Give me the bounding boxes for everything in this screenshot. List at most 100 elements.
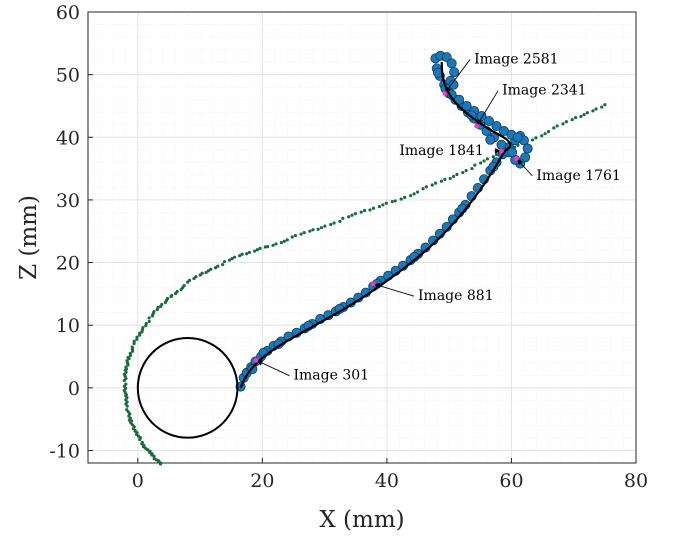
reference-path-point [238, 254, 242, 258]
reference-path-point [570, 118, 574, 122]
reference-path-point [530, 138, 535, 142]
reference-path-point [160, 302, 164, 307]
trajectory-point [491, 121, 502, 132]
annotation-marker [514, 156, 519, 161]
y-tick-label: 20 [56, 253, 80, 275]
reference-path-point [434, 181, 438, 185]
reference-path-point [455, 172, 459, 177]
reference-path-point [170, 293, 174, 298]
reference-path-point [319, 226, 324, 230]
x-axis-ticks: 0 20 40 60 80 [132, 458, 648, 492]
reference-path-point [403, 195, 407, 199]
reference-path-point [209, 267, 213, 271]
reference-path-point [540, 134, 544, 138]
reference-path-point [302, 231, 306, 235]
reference-path-point [144, 322, 148, 326]
reference-path-point [227, 258, 232, 262]
reference-path-point [363, 208, 367, 213]
reference-path-point [221, 263, 225, 267]
reference-path-point [125, 408, 129, 412]
trajectory-point [522, 143, 533, 154]
reference-path-point [255, 248, 259, 252]
trajectory-dots-series [235, 50, 533, 392]
reference-path-point [135, 335, 139, 339]
annotation-label: Image 2581 [474, 51, 558, 67]
trajectory-point [446, 58, 457, 69]
reference-path-point [299, 232, 303, 236]
reference-path-point [187, 278, 192, 282]
reference-path-point [448, 176, 452, 181]
x-tick-label: 40 [375, 470, 399, 492]
reference-path-point [561, 122, 565, 126]
reference-path-point [290, 235, 294, 239]
reference-path-point [381, 203, 385, 207]
reference-path-point [265, 245, 270, 249]
reference-path-point [359, 210, 363, 214]
reference-path-point [464, 168, 468, 173]
reference-path-point [409, 193, 413, 198]
y-tick-label: 60 [56, 2, 80, 24]
reference-path-point [240, 252, 244, 256]
x-tick-label: 0 [132, 470, 144, 492]
reference-path-point [347, 215, 351, 219]
reference-path-point [332, 221, 336, 225]
reference-path-point [390, 199, 394, 204]
reference-path-point [421, 187, 425, 191]
reference-path-point [377, 204, 381, 209]
reference-path-point [350, 213, 354, 217]
reference-path-point [371, 206, 376, 210]
annotation-arrowhead [494, 148, 502, 154]
reference-path-point [124, 382, 128, 386]
reference-path-point [130, 345, 134, 349]
reference-path-point [204, 270, 208, 275]
reference-path-point [473, 163, 477, 167]
reference-circle [136, 337, 239, 439]
reference-path-point [585, 111, 589, 115]
reference-path-point [200, 271, 204, 275]
reference-path-point [124, 365, 128, 369]
annotation-leader-line [444, 59, 471, 94]
reference-path-point [213, 266, 218, 270]
reference-path-point [126, 355, 130, 360]
reference-path-point [603, 103, 607, 107]
reference-path-point [232, 255, 237, 259]
reference-path-point [323, 224, 327, 228]
reference-path-point [182, 283, 186, 288]
reference-path-point [253, 249, 257, 253]
trajectory-point [485, 134, 496, 145]
annotation-label: Image 1761 [536, 168, 620, 184]
reference-path-point [125, 359, 129, 363]
annotation-marker [253, 357, 259, 363]
reference-path-point [245, 252, 249, 256]
trajectory-point [507, 147, 518, 158]
reference-path-point [156, 305, 160, 310]
trajectory-point [461, 100, 472, 111]
annotation-label: Image 881 [418, 288, 494, 304]
reference-path-point [222, 259, 227, 264]
y-tick-label: 50 [56, 65, 80, 87]
reference-path-point [495, 153, 499, 157]
reference-path-point [206, 269, 210, 273]
trajectory-point [484, 115, 495, 126]
reference-path-point [470, 166, 474, 171]
trajectory-point [496, 139, 507, 150]
reference-path-point [132, 339, 136, 343]
annotation-leader-line [373, 283, 415, 297]
reference-path-point [353, 212, 357, 216]
reference-path-point [285, 238, 289, 242]
reference-path-point [258, 246, 262, 250]
annotation-leader-line [476, 90, 499, 127]
reference-path-point [451, 174, 456, 179]
reference-path-point [439, 179, 444, 183]
reference-path-point [600, 105, 604, 109]
reference-path-point [175, 289, 179, 294]
reference-path-point [485, 157, 490, 161]
annotation-label: Image 1841 [399, 143, 483, 159]
reference-path-point [546, 129, 551, 134]
reference-path-point [338, 219, 342, 224]
reference-path-point [573, 115, 578, 120]
reference-path-point [152, 457, 156, 461]
reference-path-point [430, 183, 434, 187]
reference-path-point [140, 440, 144, 445]
